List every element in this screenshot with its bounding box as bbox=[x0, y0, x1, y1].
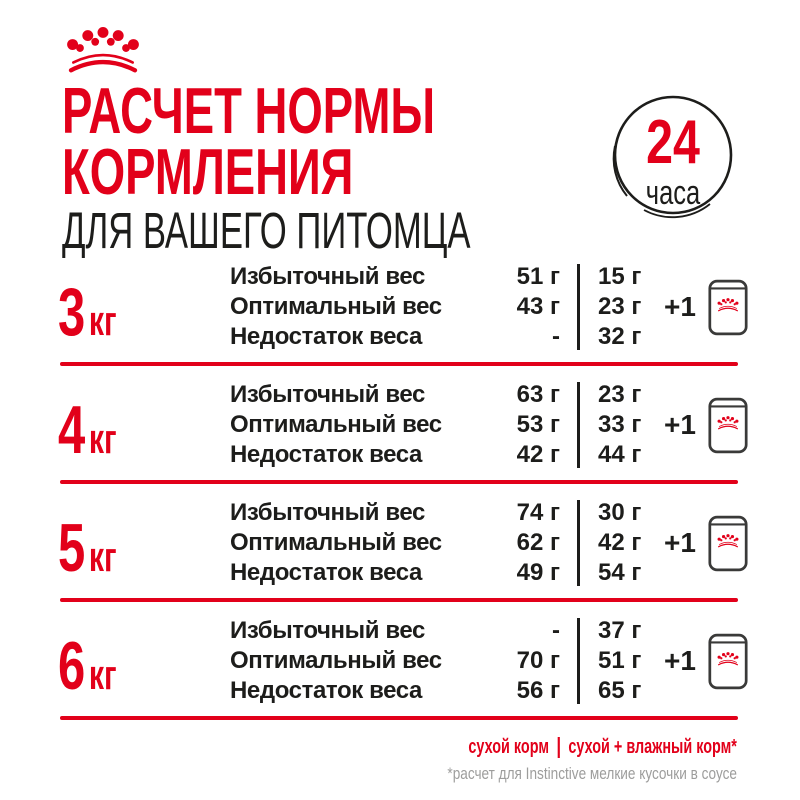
dry-food-values: 74 г 62 г 49 г bbox=[465, 498, 560, 588]
wet-value: 54 г bbox=[598, 559, 642, 586]
page-subtitle: ДЛЯ ВАШЕГО ПИТОМЦА bbox=[62, 202, 471, 259]
weight-value: 4 bbox=[58, 392, 86, 468]
wet-value: 32 г bbox=[598, 323, 642, 350]
wet-value: 33 г bbox=[598, 411, 642, 438]
wet-value: 42 г bbox=[598, 529, 642, 556]
page-title: РАСЧЕТ НОРМЫ КОРМЛЕНИЯ bbox=[62, 74, 436, 208]
dry-food-values: 51 г 43 г - bbox=[465, 262, 560, 352]
condition-label: Оптимальный вес bbox=[230, 411, 442, 438]
condition-label: Оптимальный вес bbox=[230, 293, 442, 320]
column-divider bbox=[577, 500, 580, 586]
feeding-table: 3 кг Избыточный вес Оптимальный вес Недо… bbox=[0, 248, 800, 720]
weight-unit: кг bbox=[88, 297, 117, 344]
pet-weight: 4 кг bbox=[58, 392, 182, 468]
dry-value: 70 г bbox=[516, 647, 560, 674]
dry-value: 62 г bbox=[516, 529, 560, 556]
plus-one-pouch-label: +1 bbox=[664, 291, 696, 322]
wet-food-pouch-icon bbox=[708, 397, 748, 454]
legend-dry-label: сухой корм bbox=[468, 736, 550, 758]
wet-food-pouch-icon bbox=[708, 279, 748, 336]
dry-value: 53 г bbox=[516, 411, 560, 438]
weight-unit: кг bbox=[88, 533, 117, 580]
footnote: *расчет для Instinctive мелкие кусочки в… bbox=[447, 764, 737, 783]
wet-food-values: 23 г 33 г 44 г bbox=[598, 380, 658, 470]
condition-labels: Избыточный вес Оптимальный вес Недостато… bbox=[230, 498, 465, 588]
royal-canin-crown-icon bbox=[64, 25, 142, 75]
wet-value: 37 г bbox=[598, 617, 642, 644]
dry-food-values: - 70 г 56 г bbox=[465, 616, 560, 706]
wet-value: 65 г bbox=[598, 677, 642, 704]
condition-label: Избыточный вес bbox=[230, 381, 425, 408]
dry-value: 63 г bbox=[516, 381, 560, 408]
condition-labels: Избыточный вес Оптимальный вес Недостато… bbox=[230, 262, 465, 352]
sketch-circle-icon bbox=[612, 95, 733, 219]
24-hours-circle-badge: 24 часа bbox=[606, 92, 740, 226]
column-divider bbox=[577, 382, 580, 468]
table-row-5kg: 5 кг Избыточный вес Оптимальный вес Недо… bbox=[0, 484, 800, 602]
wet-food-pouch-icon bbox=[708, 515, 748, 572]
page-title-line2: КОРМЛЕНИЯ bbox=[62, 135, 354, 208]
dry-value: 42 г bbox=[516, 441, 560, 468]
row-divider bbox=[60, 716, 738, 720]
dry-value: 56 г bbox=[516, 677, 560, 704]
wet-food-values: 30 г 42 г 54 г bbox=[598, 498, 658, 588]
plus-one-pouch-label: +1 bbox=[664, 645, 696, 676]
plus-one-pouch-label: +1 bbox=[664, 527, 696, 558]
wet-food-values: 15 г 23 г 32 г bbox=[598, 262, 658, 352]
wet-value: 23 г bbox=[598, 381, 642, 408]
condition-label: Недостаток веса bbox=[230, 677, 422, 704]
badge-hours-value: 24 bbox=[646, 108, 700, 177]
table-row-3kg: 3 кг Избыточный вес Оптимальный вес Недо… bbox=[0, 248, 800, 366]
condition-label: Избыточный вес bbox=[230, 617, 425, 644]
dry-value: - bbox=[552, 323, 560, 350]
pet-weight: 6 кг bbox=[58, 628, 182, 704]
table-row-6kg: 6 кг Избыточный вес Оптимальный вес Недо… bbox=[0, 602, 800, 720]
dry-value: 51 г bbox=[516, 263, 560, 290]
row-divider bbox=[60, 480, 738, 484]
dry-food-values: 63 г 53 г 42 г bbox=[465, 380, 560, 470]
legend-divider bbox=[557, 736, 560, 758]
table-row-4kg: 4 кг Избыточный вес Оптимальный вес Недо… bbox=[0, 366, 800, 484]
column-divider bbox=[577, 618, 580, 704]
wet-food-pouch-icon bbox=[708, 633, 748, 690]
weight-value: 6 bbox=[58, 628, 86, 704]
wet-value: 23 г bbox=[598, 293, 642, 320]
pet-weight: 5 кг bbox=[58, 510, 182, 586]
weight-value: 5 bbox=[58, 510, 86, 586]
condition-label: Избыточный вес bbox=[230, 499, 425, 526]
column-divider bbox=[577, 264, 580, 350]
condition-labels: Избыточный вес Оптимальный вес Недостато… bbox=[230, 380, 465, 470]
wet-food-values: 37 г 51 г 65 г bbox=[598, 616, 658, 706]
dry-value: 49 г bbox=[516, 559, 560, 586]
wet-value: 15 г bbox=[598, 263, 642, 290]
weight-value: 3 bbox=[58, 274, 86, 350]
weight-unit: кг bbox=[88, 415, 117, 462]
condition-label: Недостаток веса bbox=[230, 441, 422, 468]
row-divider bbox=[60, 598, 738, 602]
legend-wet-label: сухой + влажный корм* bbox=[568, 736, 737, 758]
legend: сухой корм сухой + влажный корм* bbox=[469, 736, 737, 758]
condition-label: Оптимальный вес bbox=[230, 529, 442, 556]
wet-value: 51 г bbox=[598, 647, 642, 674]
pet-weight: 3 кг bbox=[58, 274, 182, 350]
plus-one-pouch-label: +1 bbox=[664, 409, 696, 440]
condition-labels: Избыточный вес Оптимальный вес Недостато… bbox=[230, 616, 465, 706]
wet-value: 30 г bbox=[598, 499, 642, 526]
weight-unit: кг bbox=[88, 651, 117, 698]
condition-label: Избыточный вес bbox=[230, 263, 425, 290]
dry-value: - bbox=[552, 617, 560, 644]
dry-value: 43 г bbox=[516, 293, 560, 320]
row-divider bbox=[60, 362, 738, 366]
condition-label: Недостаток веса bbox=[230, 323, 422, 350]
condition-label: Оптимальный вес bbox=[230, 647, 442, 674]
page-title-line1: РАСЧЕТ НОРМЫ bbox=[62, 74, 436, 147]
badge-hours-unit: часа bbox=[645, 174, 701, 212]
condition-label: Недостаток веса bbox=[230, 559, 422, 586]
dry-value: 74 г bbox=[516, 499, 560, 526]
wet-value: 44 г bbox=[598, 441, 642, 468]
